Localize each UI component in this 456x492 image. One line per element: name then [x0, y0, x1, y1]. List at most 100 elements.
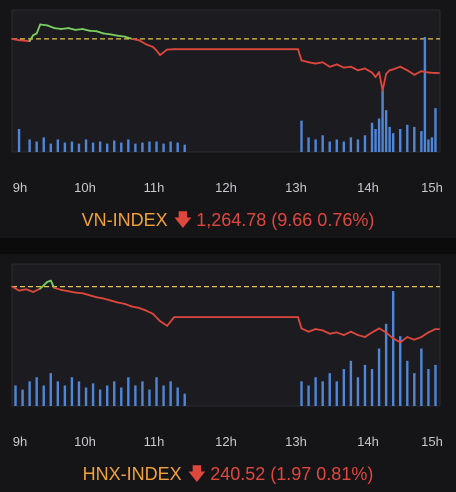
- vn-index-chart-panel: 9h 10h 11h 12h 13h 14h 15h VN-INDEX 🡇 1,264.78 (…: [0, 0, 456, 238]
- price-line-segment: [18, 39, 31, 43]
- price-line-segment: [53, 27, 63, 30]
- price-line-segment: [399, 65, 409, 72]
- volume-bar: [162, 385, 165, 406]
- volume-bar: [42, 137, 45, 152]
- x-tick-label: 13h: [285, 434, 307, 449]
- volume-bar: [113, 140, 116, 152]
- price-line-segment: [399, 336, 409, 344]
- x-tick-label: 10h: [74, 434, 96, 449]
- price-line-segment: [35, 23, 42, 35]
- plot-area: [11, 263, 441, 407]
- volume-bar: [413, 373, 416, 406]
- x-tick-label: 9h: [13, 434, 27, 449]
- price-line-segment: [95, 296, 105, 300]
- volume-bar: [183, 144, 186, 152]
- volume-bar: [77, 143, 81, 152]
- down-arrow-icon: 🡇: [173, 210, 193, 230]
- volume-bar: [141, 381, 144, 406]
- volume-bar: [98, 389, 102, 406]
- volume-bar: [356, 377, 360, 406]
- volume-bar: [98, 141, 102, 152]
- volume-bar: [134, 143, 137, 152]
- volume-bar: [399, 336, 402, 406]
- price-line-segment: [60, 289, 70, 293]
- volume-bar: [49, 373, 52, 406]
- price-line-segment: [420, 331, 430, 338]
- price-line-segment: [406, 336, 416, 341]
- volume-bar: [28, 139, 31, 152]
- volume-bar: [363, 135, 367, 152]
- x-tick-label: 11h: [144, 180, 165, 195]
- price-line-segment: [145, 309, 154, 315]
- price-line-segment: [67, 27, 77, 31]
- volume-bar: [307, 137, 310, 152]
- price-line-segment: [378, 327, 388, 334]
- price-line-segment: [28, 34, 35, 43]
- volume-bar: [70, 377, 74, 406]
- volume-bar: [127, 139, 130, 152]
- hnx-index-chart: 9h 10h 11h 12h 13h 14h 15h: [11, 263, 443, 449]
- volume-bar: [113, 381, 116, 406]
- price-line-segment: [159, 320, 169, 327]
- price-line-segment: [137, 306, 147, 312]
- volume-bar: [388, 126, 391, 152]
- price-line-segment: [427, 328, 437, 334]
- price-line-segment: [53, 287, 63, 291]
- plot-area: [11, 9, 441, 153]
- volume-bar: [127, 377, 130, 406]
- volume-bar: [321, 135, 324, 152]
- price-line-segment: [39, 281, 49, 290]
- volume-bar: [406, 124, 409, 152]
- index-change: (9.66 0.76%): [271, 210, 375, 230]
- volume-bar: [349, 137, 353, 152]
- volume-bar: [300, 120, 303, 152]
- price-line-segment: [32, 287, 42, 293]
- volume-bar: [384, 110, 388, 152]
- price-line-segment: [342, 330, 352, 336]
- price-line-segment: [349, 330, 359, 336]
- vn-index-caption: VN-INDEX 🡇 1,264.78 (9.66 0.76%): [0, 208, 456, 238]
- price-line-segment: [102, 297, 112, 302]
- price-line-segment: [67, 290, 77, 294]
- volume-bar: [427, 369, 430, 406]
- x-tick-label: 15h: [421, 434, 443, 449]
- price-line-segment: [130, 37, 140, 42]
- price-line-segment: [88, 294, 98, 299]
- volume-bar: [155, 377, 158, 406]
- volume-bar: [42, 385, 45, 406]
- hnx-index-caption: HNX-INDEX 🡇 240.52 (1.97 0.81%): [0, 462, 456, 492]
- volume-bar: [63, 385, 67, 406]
- price-line-segment: [109, 33, 119, 37]
- x-tick-label: 9h: [13, 180, 27, 195]
- price-line-segment: [123, 35, 133, 40]
- price-line-segment: [123, 302, 133, 308]
- x-tick-label: 14h: [357, 434, 379, 449]
- hnx-index-chart-panel: 9h 10h 11h 12h 13h 14h 15h HNX-INDEX 🡇 240.52 (1…: [0, 254, 456, 492]
- price-line-segment: [81, 28, 91, 32]
- volume-bar: [335, 139, 338, 152]
- price-line-segment: [25, 288, 35, 293]
- price-line-segment: [335, 331, 345, 336]
- index-name: HNX-INDEX: [82, 464, 182, 484]
- volume-bar: [307, 385, 310, 406]
- volume-bar: [70, 141, 74, 152]
- x-tick-label: 12h: [215, 180, 237, 195]
- price-line-segment: [18, 288, 28, 292]
- x-tick-label: 15h: [421, 180, 443, 195]
- volume-bar: [391, 291, 395, 406]
- volume-bar: [141, 142, 144, 152]
- price-line-segment: [300, 327, 310, 333]
- volume-bar: [17, 129, 21, 152]
- volume-bar: [374, 129, 377, 152]
- price-line-segment: [413, 336, 423, 341]
- x-tick-label: 10h: [74, 180, 96, 195]
- price-line-segment: [307, 328, 317, 333]
- price-line-segment: [137, 39, 147, 46]
- price-line-segment: [11, 37, 20, 42]
- volume-bar: [105, 385, 109, 406]
- volume-bar: [120, 387, 123, 406]
- price-line-segment: [328, 63, 338, 68]
- down-arrow-icon: 🡇: [187, 464, 207, 484]
- price-line-segment: [392, 65, 402, 71]
- volume-bar: [84, 139, 88, 152]
